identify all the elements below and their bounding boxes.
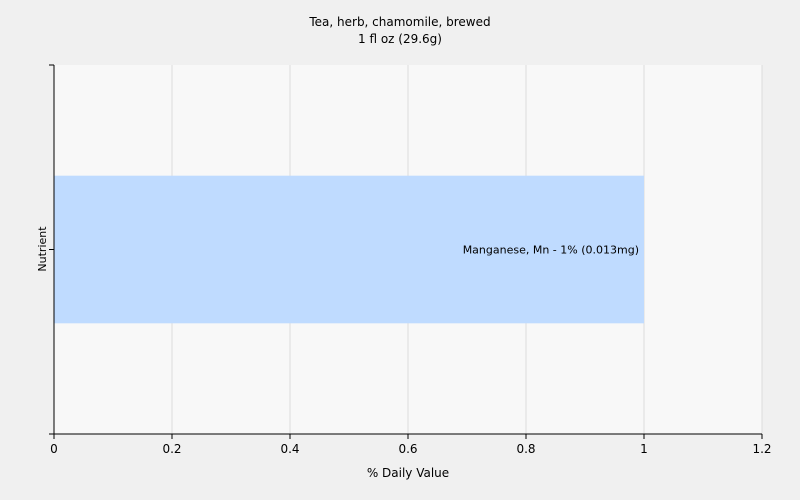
x-tick-label: 0.2 (162, 442, 181, 456)
chart-subtitle: 1 fl oz (29.6g) (358, 32, 442, 46)
y-axis-label: Nutrient (36, 226, 49, 272)
x-tick-label: 0.4 (280, 442, 299, 456)
x-tick-label: 0.8 (516, 442, 535, 456)
chart-title: Tea, herb, chamomile, brewed (309, 15, 491, 29)
bar (54, 175, 644, 324)
bar-data-label: Manganese, Mn - 1% (0.013mg) (463, 244, 639, 257)
x-axis-label: % Daily Value (367, 466, 449, 480)
x-tick-label: 1 (640, 442, 648, 456)
x-tick-label: 0.6 (398, 442, 417, 456)
x-tick-labels: 0 0.2 0.4 0.6 0.8 1 1.2 (50, 442, 771, 456)
bars: Manganese, Mn - 1% (0.013mg) (54, 175, 644, 324)
x-tick-label: 0 (50, 442, 58, 456)
axes (49, 64, 763, 439)
x-tick-label: 1.2 (752, 442, 771, 456)
